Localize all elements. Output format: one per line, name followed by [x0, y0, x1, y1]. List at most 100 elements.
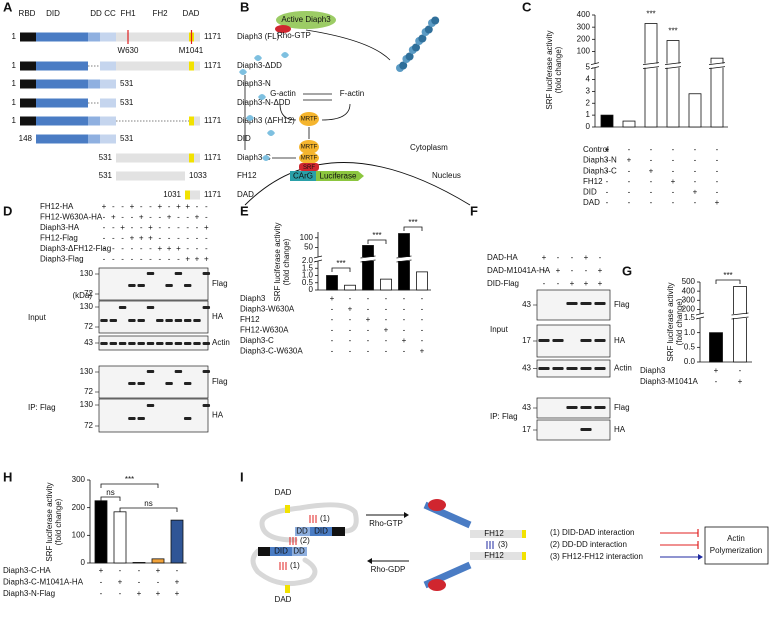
significance: ***: [408, 218, 417, 227]
condition-sign: +: [99, 566, 104, 575]
condition-sign: -: [177, 223, 180, 232]
condition-sign: -: [628, 198, 631, 207]
bar: [344, 284, 356, 291]
band: [566, 406, 578, 409]
condition-sign: -: [140, 255, 143, 264]
y-tick-label: 0: [309, 285, 314, 294]
condition-sign: -: [331, 305, 334, 314]
condition-sign: +: [556, 266, 561, 275]
label: Rho-GTP: [369, 519, 403, 528]
condition-sign: -: [149, 255, 152, 264]
bar: [622, 120, 636, 128]
break-mark: [313, 259, 323, 263]
domain: [194, 153, 200, 163]
condition-sign: -: [650, 145, 653, 154]
band: [594, 302, 606, 305]
condition-sign: -: [716, 145, 719, 154]
bar: [94, 500, 108, 564]
bar: [600, 114, 614, 128]
condition-sign: -: [672, 156, 675, 165]
condition-sign: -: [177, 255, 180, 264]
g-actin: [267, 130, 275, 136]
condition-sign: -: [100, 589, 103, 598]
f-actin: [405, 52, 414, 61]
condition-sign: -: [112, 223, 115, 232]
condition-name: Diaph3-C: [583, 166, 617, 175]
y-tick-label: 2: [586, 98, 591, 107]
condition-sign: -: [606, 177, 609, 186]
domain: [36, 32, 88, 42]
condition-sign: +: [156, 566, 161, 575]
condition-sign: -: [367, 294, 370, 303]
bar: [380, 278, 392, 291]
condition-sign: -: [367, 336, 370, 345]
y-tick-label: 200: [72, 503, 86, 512]
condition-sign: -: [196, 223, 199, 232]
condition-sign: +: [693, 188, 698, 197]
condition-sign: -: [650, 198, 653, 207]
condition-sign: +: [176, 244, 181, 253]
blot-label: Actin: [614, 364, 632, 373]
condition-sign: -: [716, 188, 719, 197]
band: [156, 319, 164, 322]
residue-end: 1033: [189, 171, 207, 180]
condition-sign: -: [121, 202, 124, 211]
significance: ***: [372, 231, 381, 240]
band: [202, 370, 211, 373]
y-tick-label: 1.5: [684, 313, 696, 322]
residue-start: 1: [12, 116, 17, 125]
did: [310, 527, 332, 536]
label: MRTF: [301, 145, 318, 151]
size-marker: 130: [80, 367, 94, 376]
y-tick-label: 100: [300, 233, 314, 242]
break-mark: [731, 316, 749, 320]
condition-sign: -: [112, 234, 115, 243]
condition-sign: +: [384, 326, 389, 335]
mutation-label: W630: [118, 46, 139, 55]
condition-name: Diaph3-ΔFH12-Flag: [40, 244, 111, 253]
band: [183, 417, 192, 420]
condition-sign: -: [158, 213, 161, 222]
condition-name: Diaph3-W630A: [240, 305, 295, 314]
blot-label: HA: [212, 312, 224, 321]
condition-sign: -: [140, 202, 143, 211]
y-axis-label: (fold change): [282, 238, 291, 285]
condition-sign: -: [205, 234, 208, 243]
axis-break: [697, 314, 703, 318]
condition-sign: +: [366, 315, 371, 324]
label: Polymerization: [710, 546, 762, 555]
bar: [644, 23, 658, 128]
condition-sign: -: [672, 145, 675, 154]
y-tick-label: 1.5: [302, 263, 314, 272]
condition-sign: -: [186, 234, 189, 243]
size-marker: 43: [522, 364, 531, 373]
band: [118, 306, 127, 309]
condition-sign: -: [606, 166, 609, 175]
bar: [688, 93, 702, 128]
arrowhead: [404, 512, 409, 518]
y-tick-label: 0.0: [684, 357, 696, 366]
blot: [98, 300, 209, 334]
condition-sign: -: [168, 202, 171, 211]
domain-label: RBD: [19, 9, 36, 18]
condition-sign: +: [175, 578, 180, 587]
condition-sign: -: [177, 234, 180, 243]
significance: ***: [668, 27, 677, 36]
condition-sign: +: [420, 347, 425, 356]
bracket: [100, 496, 121, 501]
condition-sign: -: [403, 326, 406, 335]
label: Actin: [727, 534, 745, 543]
condition-sign: -: [196, 202, 199, 211]
construct-name: FH12: [237, 171, 257, 180]
condition-name: Diaph3-M1041A: [640, 377, 698, 386]
fh12: [470, 552, 525, 560]
condition-sign: -: [606, 198, 609, 207]
bar: [709, 332, 723, 363]
condition-sign: -: [628, 166, 631, 175]
band: [580, 302, 592, 305]
label: SRF: [303, 165, 315, 171]
band: [128, 319, 136, 322]
condition-name: Diaph3-Flag: [40, 255, 84, 264]
condition-sign: -: [149, 213, 152, 222]
label: (1): [320, 514, 330, 523]
